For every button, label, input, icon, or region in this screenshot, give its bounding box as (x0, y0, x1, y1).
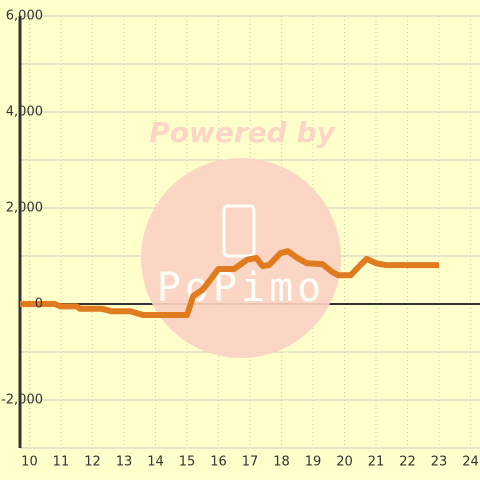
x-tick-label: 16 (210, 455, 227, 470)
y-tick-label: 0 (35, 297, 43, 312)
x-tick-label: 18 (273, 455, 290, 470)
x-tick-label: 21 (368, 455, 385, 470)
x-tick-label: 10 (21, 455, 38, 470)
plot (20, 248, 440, 319)
x-tick-label: 13 (116, 455, 133, 470)
x-tick-label: 14 (147, 455, 164, 470)
watermark-brand: PoPimo (157, 265, 326, 311)
x-tick-label: 22 (399, 455, 416, 470)
y-tick-label: -2,000 (1, 393, 43, 408)
line (20, 248, 440, 319)
x-tick-label: 20 (336, 455, 353, 470)
x-tick-label: 24 (462, 455, 479, 470)
x-tick-label: 17 (242, 455, 259, 470)
watermark-phone (222, 204, 256, 258)
x-tick-label: 19 (305, 455, 322, 470)
x-tick-label: 12 (84, 455, 101, 470)
y-tick-label: 4,000 (6, 105, 43, 120)
labels: -2,000 0 2,000 4,000 6,000 10 11 12 13 14 15 16 17 18… (1, 9, 479, 470)
watermark-circle (141, 158, 341, 358)
y-tick-label: 6,000 (6, 9, 43, 24)
x-tick-label: 15 (179, 455, 196, 470)
watermark-text: Powered by (149, 116, 336, 149)
x-tick-label: 23 (431, 455, 448, 470)
x-tick-label: 11 (53, 455, 70, 470)
y-tick-label: 2,000 (6, 201, 43, 216)
